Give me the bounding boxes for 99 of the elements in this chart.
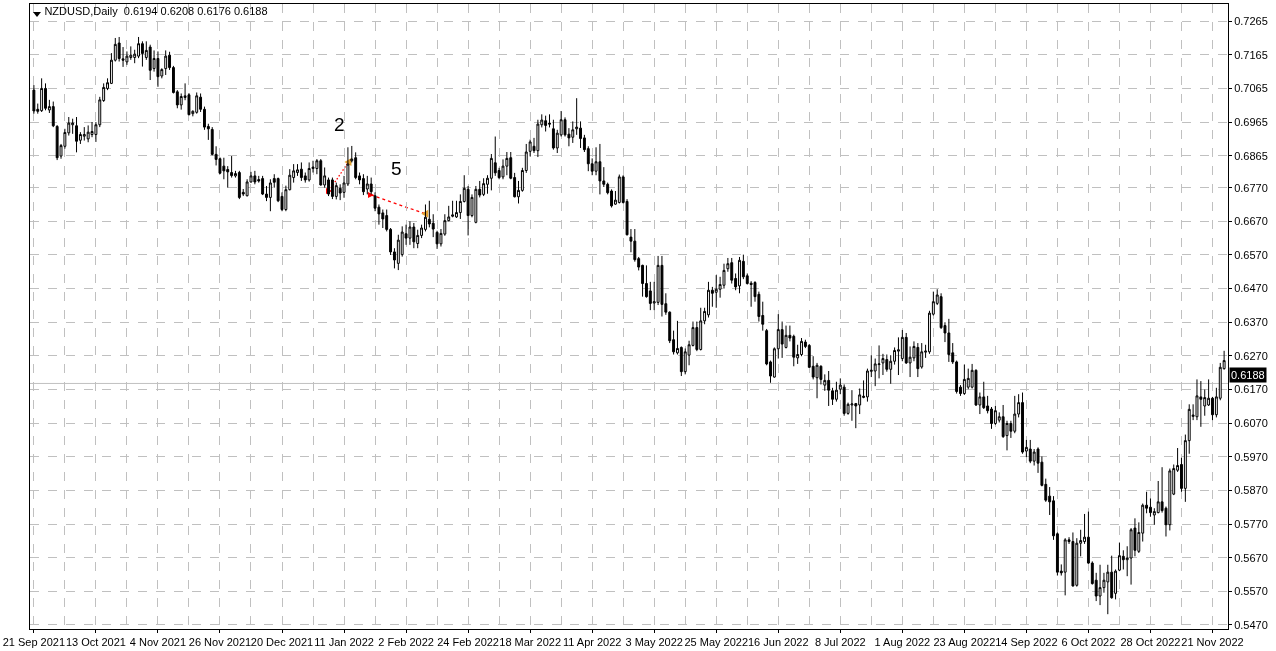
candlestick bbox=[1028, 439, 1032, 464]
candlestick bbox=[334, 182, 338, 200]
y-tick-label: 0.5770 bbox=[1234, 517, 1268, 530]
x-tick-label: 24 Feb 2022 bbox=[437, 636, 499, 649]
candlestick bbox=[660, 255, 664, 317]
candlestick bbox=[148, 44, 152, 81]
y-tick-label: 0.6670 bbox=[1234, 215, 1268, 228]
candlestick bbox=[253, 170, 257, 185]
x-tick-label: 13 Oct 2021 bbox=[65, 636, 126, 649]
candlestick bbox=[482, 177, 486, 197]
x-tick-label: 16 Jun 2022 bbox=[747, 636, 809, 649]
candlestick bbox=[834, 381, 838, 403]
candlestick bbox=[365, 175, 369, 195]
candlestick bbox=[1199, 380, 1203, 428]
y-tick-label: 0.7265 bbox=[1234, 15, 1268, 28]
candlestick bbox=[982, 381, 986, 410]
x-tick-label: 6 Oct 2022 bbox=[1061, 636, 1116, 649]
candlestick bbox=[408, 220, 412, 246]
candlestick bbox=[330, 177, 334, 200]
y-tick-label: 0.6270 bbox=[1234, 349, 1268, 362]
y-tick-label: 0.5970 bbox=[1234, 450, 1268, 463]
y-tick-label: 0.6570 bbox=[1234, 248, 1268, 261]
y-tick-label: 0.6470 bbox=[1234, 282, 1268, 295]
candlestick bbox=[617, 174, 621, 204]
annotation: 2 bbox=[334, 114, 345, 135]
y-tick-label: 0.6965 bbox=[1234, 115, 1268, 128]
candlestick bbox=[1063, 537, 1067, 596]
x-tick-label: 14 Sep 2022 bbox=[995, 636, 1058, 649]
candlestick bbox=[82, 126, 86, 142]
x-tick-label: 21 Sep 2021 bbox=[2, 636, 66, 649]
x-tick-label: 21 Nov 2022 bbox=[1181, 636, 1244, 649]
candlestick bbox=[451, 200, 455, 218]
candlestick bbox=[307, 161, 311, 183]
candlestick bbox=[117, 36, 121, 63]
candlestick bbox=[474, 185, 478, 224]
candlestick bbox=[237, 170, 241, 200]
y-tick-label: 0.5570 bbox=[1234, 585, 1268, 598]
candlestick bbox=[544, 115, 548, 132]
x-tick-label: 2 Feb 2022 bbox=[378, 636, 434, 649]
candlestick bbox=[125, 50, 129, 66]
candlestick bbox=[1098, 564, 1102, 606]
candlestick bbox=[505, 151, 509, 176]
candlestick bbox=[551, 119, 555, 151]
candlestick bbox=[699, 307, 703, 351]
candlestick bbox=[714, 274, 718, 309]
candlestick bbox=[962, 364, 966, 396]
y-tick-label: 0.6770 bbox=[1234, 181, 1268, 194]
y-tick-label: 0.5870 bbox=[1234, 484, 1268, 497]
annotation: 5 bbox=[391, 158, 402, 179]
x-tick-label: 1 Aug 2022 bbox=[874, 636, 931, 649]
x-tick-label: 25 May 2022 bbox=[684, 636, 749, 649]
x-tick-label: 23 Aug 2022 bbox=[933, 636, 996, 649]
candlestick bbox=[90, 121, 94, 138]
candlestick bbox=[947, 318, 951, 363]
candlestick bbox=[156, 50, 160, 88]
candlestick bbox=[268, 178, 272, 212]
x-tick-label: 18 Mar 2022 bbox=[499, 636, 562, 649]
candlestick bbox=[299, 161, 303, 182]
candlestick bbox=[827, 370, 831, 407]
y-tick-label: 0.7065 bbox=[1234, 82, 1268, 95]
y-tick-label: 0.5670 bbox=[1234, 551, 1268, 564]
chart-title: NZDUSD,Daily 0.6194 0.6208 0.6176 0.6188 bbox=[44, 4, 268, 17]
candlestick bbox=[361, 173, 365, 196]
candlestick bbox=[1013, 395, 1017, 434]
y-tick-label: 0.6370 bbox=[1234, 316, 1268, 329]
candlestick bbox=[916, 342, 920, 378]
candlestick bbox=[140, 40, 144, 68]
candlestick bbox=[319, 158, 323, 187]
x-tick-label: 3 May 2022 bbox=[625, 636, 683, 649]
candlestick bbox=[32, 84, 36, 115]
x-tick-label: 28 Oct 2022 bbox=[1120, 636, 1181, 649]
candlestick bbox=[164, 49, 168, 76]
x-tick-label: 8 Jul 2022 bbox=[814, 636, 866, 649]
x-tick-label: 11 Apr 2022 bbox=[562, 636, 622, 649]
candlestick bbox=[75, 116, 78, 153]
candlestick bbox=[195, 91, 199, 115]
x-tick-label: 20 Dec 2021 bbox=[250, 636, 314, 649]
y-tick-label: 0.6070 bbox=[1234, 416, 1268, 429]
candlestick bbox=[129, 45, 133, 61]
candlestick bbox=[738, 256, 741, 294]
ref-line-label: 0.6188 bbox=[1231, 369, 1265, 381]
candlestick bbox=[86, 124, 90, 143]
y-tick-label: 0.6170 bbox=[1234, 383, 1268, 396]
y-tick-label: 0.6865 bbox=[1234, 149, 1268, 162]
candlestick bbox=[598, 143, 602, 195]
x-tick-label: 11 Jan 2022 bbox=[314, 636, 374, 649]
candlestick bbox=[40, 77, 44, 113]
x-tick-label: 4 Nov 2021 bbox=[129, 636, 187, 649]
candlestick bbox=[1021, 392, 1024, 455]
candlestick bbox=[548, 113, 551, 128]
candlestick bbox=[71, 118, 75, 135]
candlestick bbox=[44, 82, 47, 111]
candlestick bbox=[412, 222, 416, 249]
x-tick-label: 26 Nov 2021 bbox=[188, 636, 252, 649]
candlestick bbox=[1071, 531, 1075, 588]
candlestick bbox=[993, 405, 997, 426]
candlestick bbox=[571, 120, 575, 144]
y-tick-label: 0.5470 bbox=[1234, 618, 1268, 631]
y-tick-label: 0.7165 bbox=[1234, 48, 1268, 61]
